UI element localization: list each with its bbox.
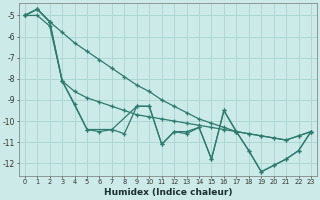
- X-axis label: Humidex (Indice chaleur): Humidex (Indice chaleur): [104, 188, 232, 197]
